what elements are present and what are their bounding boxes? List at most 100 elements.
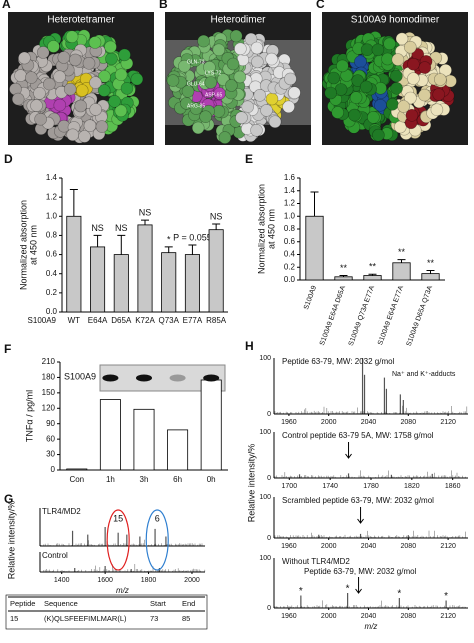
image-title: Heterodimer	[210, 15, 266, 26]
x-tick-label: 1740	[322, 483, 338, 490]
significance: **	[398, 247, 406, 257]
residue-label: GLN-73	[187, 59, 205, 65]
atom	[391, 53, 405, 66]
y-tick-label: 100	[259, 355, 271, 362]
error-bar	[164, 246, 173, 253]
atom	[432, 88, 446, 101]
y-axis-label: Normalized absorption	[18, 200, 28, 290]
atom	[69, 53, 82, 67]
x-tick-label: R85A	[206, 316, 227, 325]
atom	[30, 99, 43, 112]
y-tick-label: 100	[259, 494, 271, 501]
atom	[65, 30, 79, 44]
atom	[181, 85, 195, 98]
atom	[66, 128, 79, 142]
y-axis-label: Relative intensity/%	[6, 501, 16, 580]
x-tick-label: 1860	[445, 483, 461, 490]
panel-label: A	[2, 0, 11, 11]
error-bar	[310, 191, 319, 217]
noise	[274, 405, 468, 414]
bar	[113, 254, 129, 313]
y-tick-label: 90	[46, 419, 55, 428]
significance: NS	[139, 207, 152, 217]
atom	[390, 82, 403, 95]
bar	[334, 276, 353, 281]
atom	[324, 86, 338, 100]
y-axis-label: at 450 nm	[266, 209, 276, 249]
atom	[268, 115, 282, 128]
y-tick-label: 0.2	[46, 288, 58, 297]
bar	[66, 468, 88, 471]
atom	[383, 37, 396, 51]
x-tick-label: 2040	[361, 613, 377, 620]
y-tick-label: 1.6	[284, 173, 296, 182]
atom	[120, 82, 134, 95]
noise	[40, 539, 206, 546]
x-tick-label: Q73A	[158, 316, 179, 325]
atom	[203, 61, 216, 74]
atom	[74, 99, 87, 113]
atom	[265, 92, 279, 106]
arrow	[357, 507, 364, 524]
bar	[184, 254, 200, 313]
atom	[393, 120, 407, 134]
error-bar	[141, 219, 149, 225]
trace-name: Scrambled peptide 63-79, MW: 2032 g/mol	[282, 496, 434, 505]
y-tick-label: 0	[267, 411, 271, 418]
atom	[57, 51, 71, 64]
table-header: Sequence	[44, 599, 78, 608]
error-bar	[397, 259, 406, 263]
y-tick-label: 0	[51, 465, 56, 474]
significance: NS	[115, 223, 128, 233]
x-tick-label: 2080	[401, 613, 417, 620]
y-tick-label: 0.0	[46, 307, 58, 316]
residue-label: GLU-64	[187, 81, 205, 87]
y-tick-label: 60	[46, 434, 55, 443]
atom	[374, 99, 387, 112]
panel-label: E	[245, 152, 253, 166]
y-tick-label: 1.0	[46, 211, 58, 220]
inset-label: S100A9	[64, 371, 96, 381]
atom	[88, 36, 102, 49]
table-header: Peptide	[10, 599, 35, 608]
x-tick-label: S100A9 E64A E77A	[377, 285, 405, 347]
x-axis-label: S100A9	[28, 316, 57, 325]
image-title: S100A9 homodimer	[351, 15, 440, 26]
error-bar	[212, 223, 221, 230]
bar	[392, 262, 411, 281]
atom	[33, 87, 46, 100]
table-header: Start	[150, 599, 167, 608]
significance: NS	[210, 211, 223, 221]
blot-band	[136, 374, 152, 382]
atom	[288, 86, 301, 99]
x-tick-label: 6h	[173, 475, 182, 484]
atom	[407, 57, 420, 71]
panel-label: B	[159, 0, 168, 11]
y-tick-label: 150	[42, 388, 56, 397]
atom	[234, 42, 247, 56]
atom	[233, 70, 247, 84]
x-tick-label: 1960	[281, 419, 297, 426]
atom	[253, 89, 267, 102]
atom	[108, 95, 121, 108]
x-tick-label: 2000	[321, 613, 337, 620]
x-tick-label: S100A9 D65A Q73A	[406, 285, 435, 348]
residue-label: ARG-85	[187, 103, 205, 109]
panel-label: H	[245, 339, 254, 353]
atom	[371, 43, 385, 57]
y-tick-label: 1.4	[46, 173, 58, 182]
atom	[430, 103, 444, 116]
atom	[284, 72, 297, 86]
x-tick-label: 1800	[141, 577, 157, 584]
atom	[404, 91, 417, 105]
x-tick-label: WT	[68, 316, 81, 325]
panel-label: D	[4, 152, 13, 166]
x-tick-label: 2000	[184, 577, 200, 584]
y-tick-label: 100	[259, 429, 271, 436]
x-tick-label: D65A	[111, 316, 132, 325]
y-tick-label: 0.8	[46, 231, 58, 240]
atom	[229, 29, 243, 43]
image-title: Heterotetramer	[47, 15, 115, 26]
atom	[178, 59, 191, 73]
bar	[133, 408, 155, 471]
